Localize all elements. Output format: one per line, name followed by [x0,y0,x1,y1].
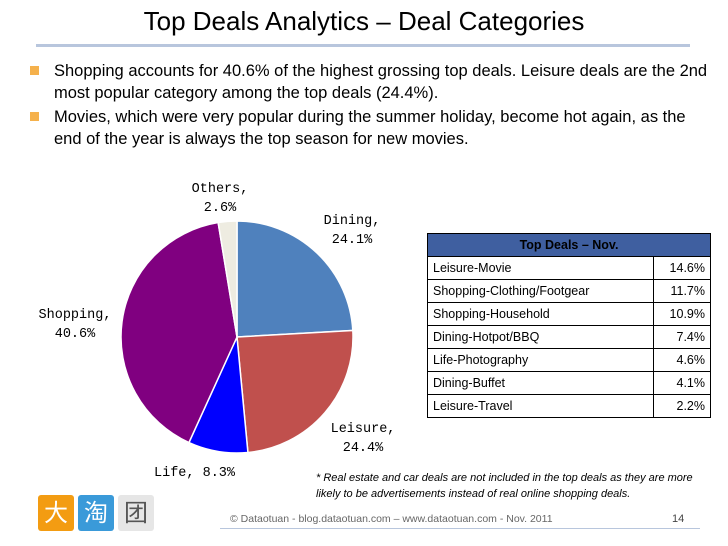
row-value: 7.4% [653,325,711,349]
bullet-item: Shopping accounts for 40.6% of the highe… [22,60,712,104]
top-deals-table: Top Deals – Nov. Leisure-Movie 14.6% Shop… [427,233,711,418]
bullet-item: Movies, which were very popular during t… [22,106,712,150]
page-title: Top Deals Analytics – Deal Categories [143,6,585,36]
row-value: 4.6% [653,348,711,372]
row-value: 4.1% [653,371,711,395]
table-row: Shopping-Household 10.9% [427,302,711,326]
row-value: 2.2% [653,394,711,418]
pie-slice-shopping [120,221,238,444]
title-divider [36,44,690,47]
table-row: Dining-Buffet 4.1% [427,371,711,395]
bullet-text: Shopping accounts for 40.6% of the highe… [54,62,708,102]
row-name: Leisure-Movie [427,256,654,280]
footnote: * Real estate and car deals are not incl… [316,472,693,500]
row-name: Shopping-Clothing/Footgear [427,279,654,303]
pie-slice-leisure [236,329,354,454]
table-header: Top Deals – Nov. [427,233,711,257]
footer-text: © Dataotuan - blog.dataotuan.com – www.d… [230,513,553,525]
slice-label-dining: Dining, 24.1% [323,214,381,248]
table-row: Leisure-Movie 14.6% [427,256,711,280]
logo: 大 淘 团 [38,495,154,533]
pie-slice-others [217,220,238,338]
row-name: Dining-Hotpot/BBQ [427,325,654,349]
bullet-square-icon [30,112,39,121]
pie-slice-dining [236,220,354,338]
row-name: Shopping-Household [427,302,654,326]
row-name: Dining-Buffet [427,371,654,395]
page-number: 14 [672,513,685,525]
logo-char: 淘 [78,495,114,531]
row-name: Life-Photography [427,348,654,372]
table-row: Life-Photography 4.6% [427,348,711,372]
table-row: Leisure-Travel 2.2% [427,394,711,418]
row-value: 11.7% [653,279,711,303]
row-value: 14.6% [653,256,711,280]
slice-label-life: Life, 8.3% [154,466,236,481]
slice-label-shopping: Shopping, 40.6% [38,308,112,342]
bullet-list: Shopping accounts for 40.6% of the highe… [22,60,712,152]
table-row: Dining-Hotpot/BBQ 7.4% [427,325,711,349]
bullet-square-icon [30,66,39,75]
slice-label-others: Others, 2.6% [191,182,249,216]
row-name: Leisure-Travel [427,394,654,418]
footer-divider [220,528,700,529]
row-value: 10.9% [653,302,711,326]
slice-label-leisure: Leisure, 24.4% [330,422,396,456]
bullet-text: Movies, which were very popular during t… [54,108,686,148]
logo-char: 团 [118,495,154,531]
logo-char: 大 [38,495,74,531]
table-row: Shopping-Clothing/Footgear 11.7% [427,279,711,303]
